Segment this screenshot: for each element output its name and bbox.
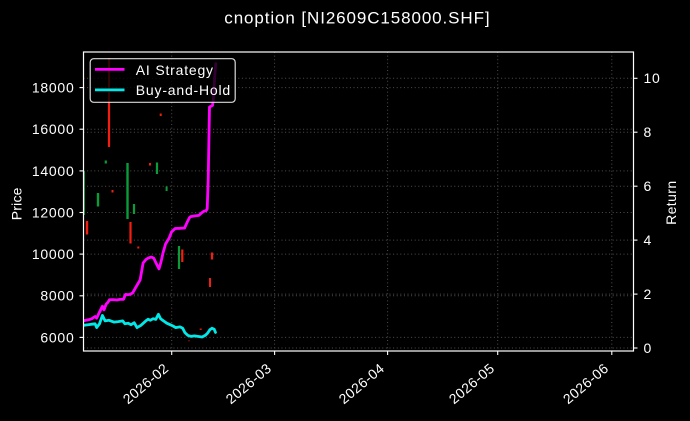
svg-text:6000: 6000 [40, 329, 74, 345]
svg-text:18000: 18000 [32, 80, 75, 96]
svg-text:Price: Price [9, 187, 25, 220]
svg-text:12000: 12000 [32, 204, 75, 220]
svg-text:8000: 8000 [40, 288, 74, 304]
svg-text:10000: 10000 [32, 246, 75, 262]
svg-text:0: 0 [644, 340, 653, 356]
svg-text:10: 10 [644, 70, 661, 86]
svg-text:6: 6 [644, 178, 653, 194]
svg-text:14000: 14000 [32, 163, 75, 179]
svg-text:Return: Return [663, 180, 679, 224]
svg-text:2: 2 [644, 286, 653, 302]
svg-text:Buy-and-Hold: Buy-and-Hold [136, 82, 231, 98]
svg-text:cnoption [NI2609C158000.SHF]: cnoption [NI2609C158000.SHF] [224, 9, 490, 28]
svg-text:4: 4 [644, 232, 653, 248]
svg-text:8: 8 [644, 124, 653, 140]
svg-text:16000: 16000 [32, 121, 75, 137]
svg-text:AI Strategy: AI Strategy [136, 62, 214, 78]
